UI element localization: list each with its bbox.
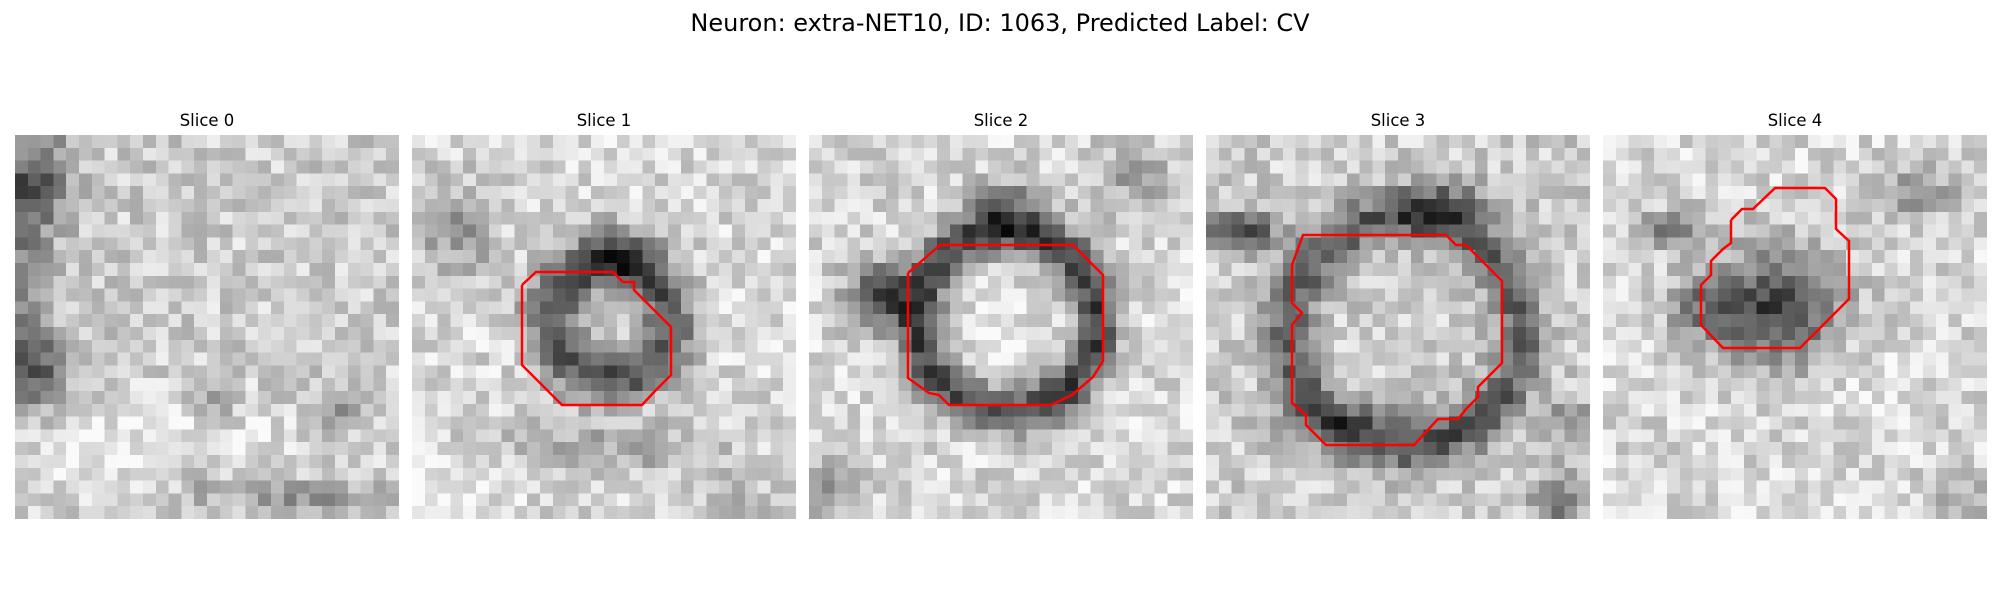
slice-title: Slice 3 bbox=[1370, 111, 1426, 130]
slice-image bbox=[1206, 135, 1590, 519]
figure-title: Neuron: extra-NET10, ID: 1063, Predicted… bbox=[690, 9, 1310, 37]
slice-image bbox=[412, 135, 796, 519]
slice-title: Slice 4 bbox=[1767, 111, 1823, 130]
slice-image bbox=[809, 135, 1193, 519]
slice-panel-1: Slice 1 bbox=[412, 108, 796, 519]
slice-title: Slice 1 bbox=[576, 111, 632, 130]
slice-panel-0: Slice 0 bbox=[15, 108, 399, 519]
slice-panel-4: Slice 4 bbox=[1603, 108, 1987, 519]
slice-title: Slice 0 bbox=[179, 111, 235, 130]
slice-panel-3: Slice 3 bbox=[1206, 108, 1590, 519]
slice-title: Slice 2 bbox=[973, 111, 1029, 130]
slice-image bbox=[1603, 135, 1987, 519]
slice-panel-2: Slice 2 bbox=[809, 108, 1193, 519]
slice-image bbox=[15, 135, 399, 519]
